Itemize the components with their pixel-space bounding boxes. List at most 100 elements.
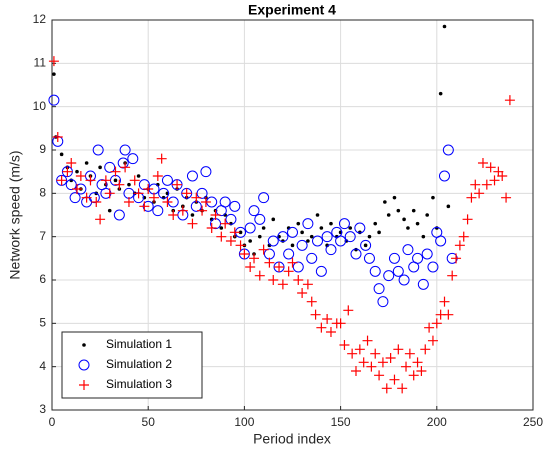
- x-tick-label: 0: [49, 415, 56, 429]
- x-tick-label: 250: [523, 415, 543, 429]
- point: [127, 182, 131, 187]
- point: [206, 223, 217, 233]
- y-tick-label: 4: [39, 359, 46, 373]
- legend-box: [61, 331, 203, 399]
- point: [274, 262, 285, 272]
- point: [442, 24, 447, 29]
- point: [62, 166, 73, 177]
- point: [220, 218, 231, 229]
- point: [421, 248, 433, 260]
- point: [389, 374, 400, 385]
- point: [75, 171, 86, 181]
- legend-marker: [78, 359, 90, 371]
- point: [363, 252, 375, 264]
- point: [335, 318, 346, 329]
- point: [497, 171, 508, 181]
- point: [129, 175, 140, 186]
- point: [52, 72, 56, 76]
- point: [84, 161, 89, 165]
- point: [136, 174, 141, 178]
- point: [325, 244, 337, 256]
- point: [416, 366, 427, 376]
- point: [139, 201, 150, 212]
- point: [312, 235, 324, 247]
- legend-label: Simulation 3: [106, 377, 172, 391]
- point: [123, 197, 134, 207]
- point: [72, 184, 83, 194]
- point: [335, 235, 347, 247]
- point: [412, 252, 424, 264]
- point: [344, 231, 356, 243]
- plot-frame: [51, 19, 534, 411]
- point: [401, 361, 412, 372]
- point: [392, 265, 404, 277]
- point: [439, 296, 450, 307]
- point: [258, 244, 269, 255]
- point: [248, 239, 252, 243]
- point: [197, 205, 208, 216]
- point: [297, 288, 308, 298]
- legend-label: Simulation 2: [106, 357, 172, 371]
- point: [158, 187, 170, 199]
- point: [161, 174, 173, 186]
- point: [404, 348, 415, 359]
- point: [421, 234, 426, 239]
- point: [138, 179, 150, 191]
- point: [177, 205, 188, 216]
- point: [168, 210, 179, 220]
- point: [239, 249, 250, 259]
- point: [443, 309, 454, 320]
- point: [75, 169, 79, 174]
- y-axis-label: Network speed (m/s): [7, 150, 23, 279]
- point: [363, 243, 368, 248]
- point: [350, 248, 362, 260]
- point: [420, 344, 431, 355]
- point: [504, 95, 515, 106]
- point: [392, 195, 397, 200]
- point: [343, 305, 354, 316]
- y-tick-label: 8: [39, 186, 46, 200]
- y-tick-label: 9: [39, 142, 46, 156]
- point: [100, 175, 111, 186]
- point: [244, 222, 256, 234]
- point: [235, 240, 246, 251]
- point: [348, 226, 353, 230]
- point: [501, 192, 512, 203]
- point: [148, 192, 159, 203]
- point: [225, 236, 236, 246]
- point: [296, 239, 308, 251]
- point: [249, 253, 260, 264]
- point: [315, 265, 327, 277]
- point: [119, 144, 131, 156]
- point: [113, 178, 118, 183]
- point: [107, 208, 112, 213]
- point: [69, 192, 81, 204]
- point: [283, 266, 294, 277]
- point: [446, 204, 451, 209]
- point: [381, 383, 392, 394]
- point: [466, 192, 477, 203]
- point: [367, 234, 372, 239]
- point: [98, 165, 102, 170]
- y-tick-label: 3: [39, 402, 46, 416]
- point: [360, 239, 372, 251]
- point: [431, 195, 435, 200]
- y-tick-label: 12: [33, 12, 47, 26]
- point: [374, 370, 385, 381]
- point: [470, 179, 481, 190]
- point: [216, 231, 227, 242]
- point: [309, 234, 314, 239]
- legend-marker: [82, 343, 86, 347]
- point: [258, 192, 270, 204]
- point: [402, 217, 406, 222]
- point: [388, 252, 400, 264]
- y-tick-label: 6: [39, 272, 46, 286]
- point: [229, 200, 241, 212]
- point: [373, 221, 378, 226]
- point: [370, 348, 381, 359]
- point: [427, 335, 438, 346]
- point: [319, 226, 324, 230]
- point: [377, 296, 389, 308]
- point: [143, 184, 154, 194]
- point: [481, 179, 492, 190]
